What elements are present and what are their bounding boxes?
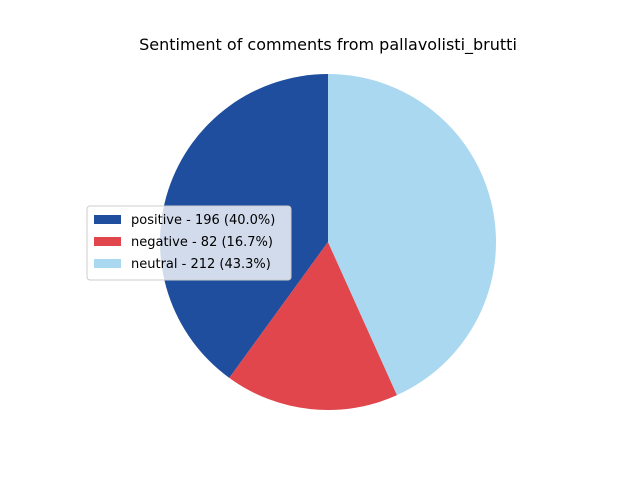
- legend: positive - 196 (40.0%) negative - 82 (16.…: [86, 205, 292, 281]
- legend-label-neutral: neutral - 212 (43.3%): [131, 257, 271, 272]
- legend-swatch-neutral: [94, 259, 121, 268]
- legend-frame: [86, 205, 292, 281]
- legend-label-negative: negative - 82 (16.7%): [131, 235, 273, 250]
- pie-slice-negative: [229, 242, 397, 410]
- legend-swatch-negative: [94, 237, 121, 246]
- pie-slice-neutral: [328, 74, 496, 396]
- legend-label-positive: positive - 196 (40.0%): [131, 213, 275, 228]
- chart-title: Sentiment of comments from pallavolisti_…: [139, 35, 517, 55]
- legend-swatch-positive: [94, 215, 121, 224]
